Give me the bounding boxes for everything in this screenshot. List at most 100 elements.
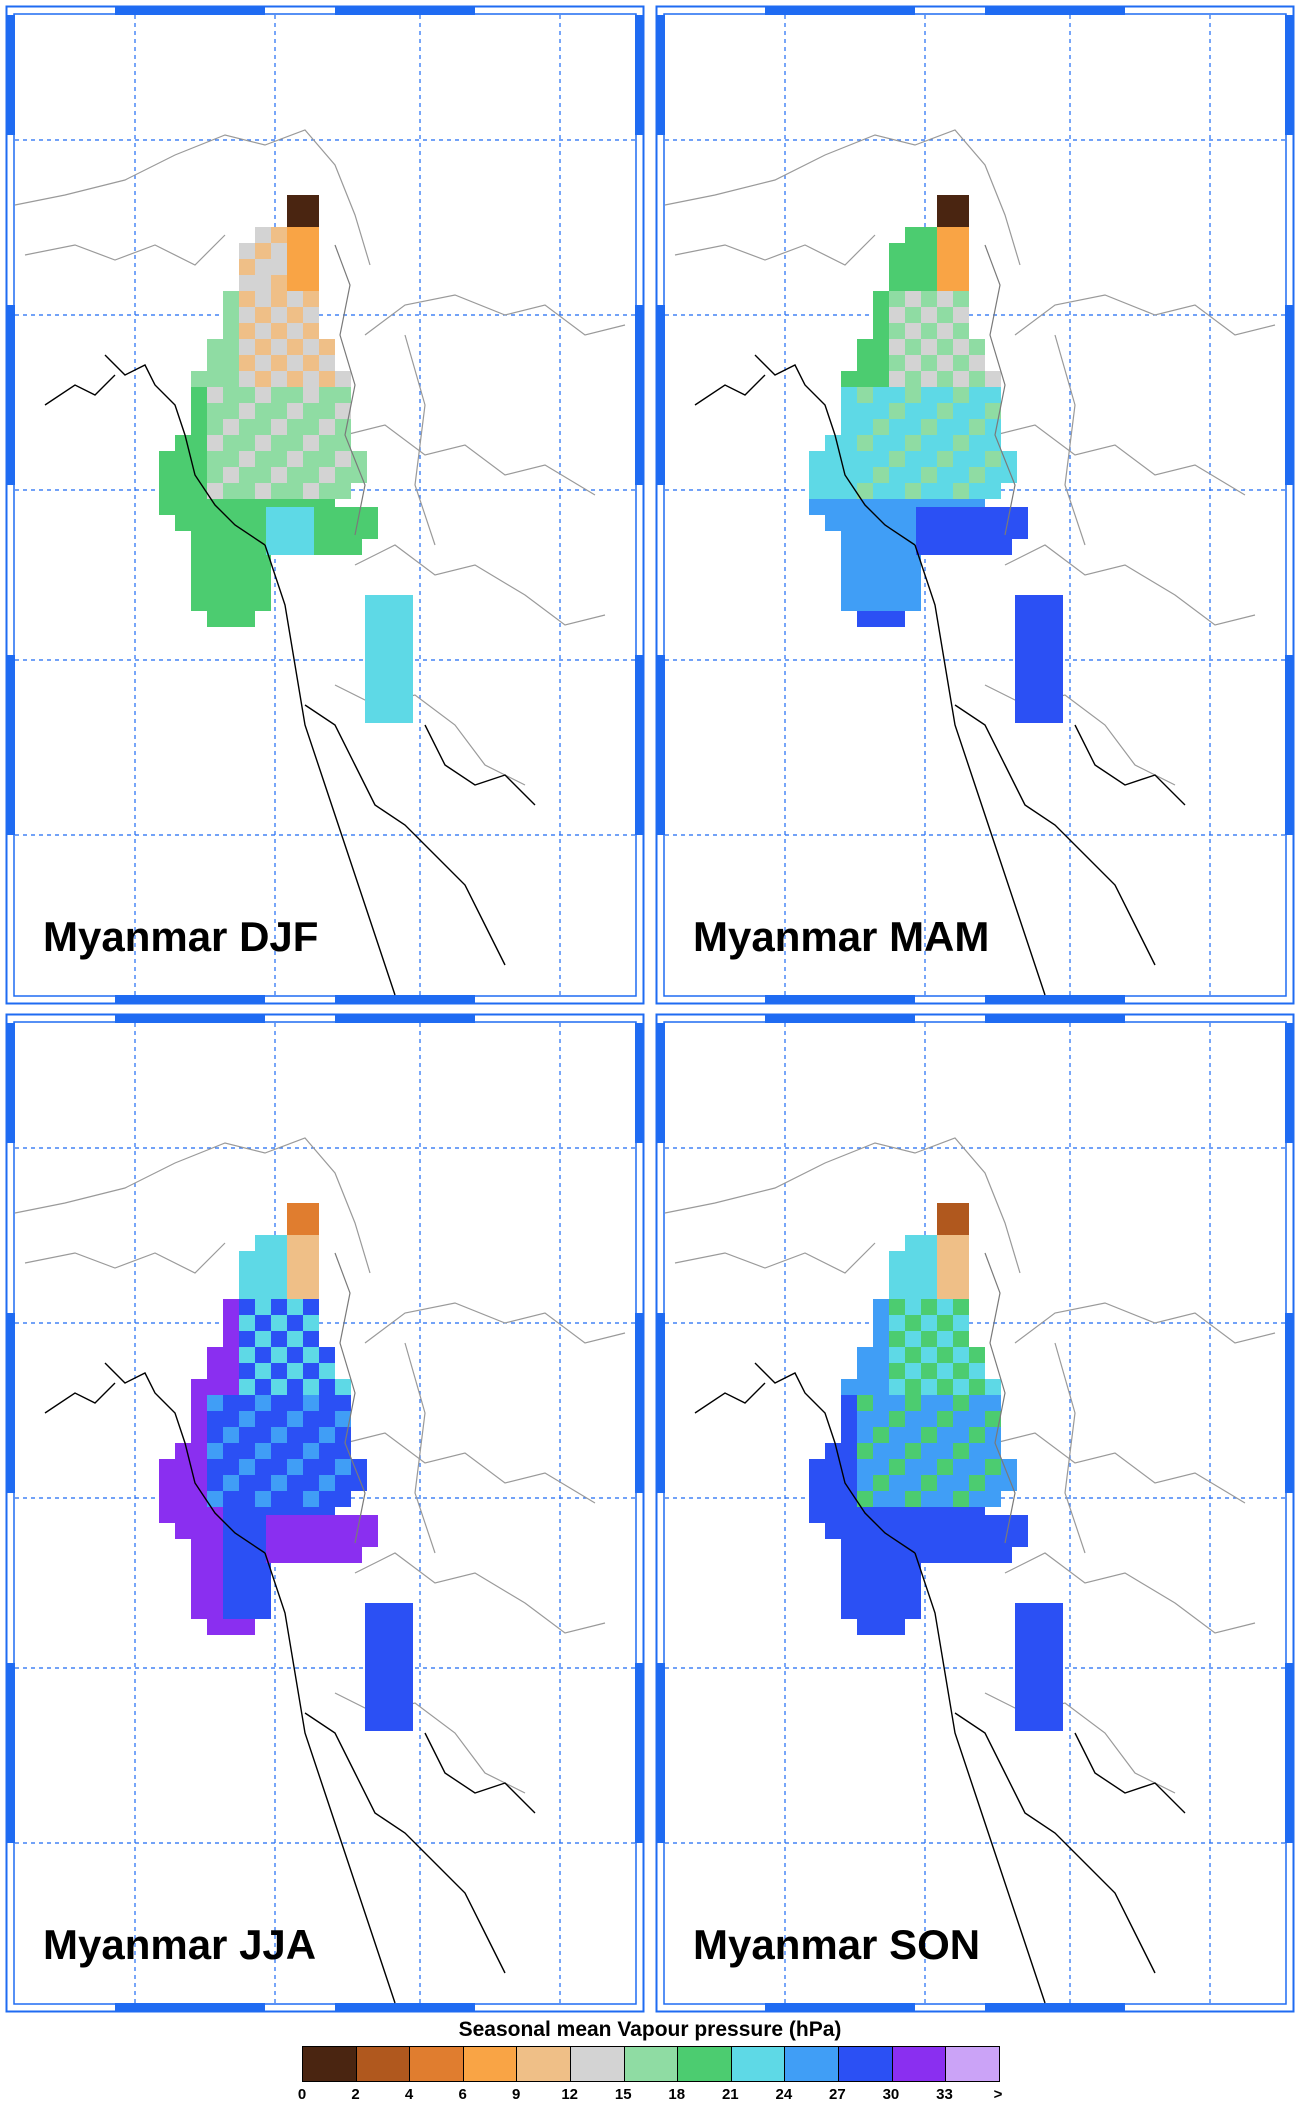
grid-cell [287, 1267, 303, 1283]
grid-cell [303, 451, 319, 467]
grid-cell [255, 579, 271, 595]
grid-cell [905, 1603, 921, 1619]
grid-cell [287, 1379, 303, 1395]
grid-cell [287, 291, 303, 307]
grid-cell [980, 1515, 996, 1531]
grid-cell [905, 1299, 921, 1315]
grid-cell [889, 515, 905, 531]
grid-cell [319, 403, 335, 419]
grid-cell [207, 419, 223, 435]
grid-cell [841, 467, 857, 483]
grid-cell [287, 1443, 303, 1459]
grid-cell [969, 1363, 985, 1379]
grid-cell [298, 523, 314, 539]
grid-cell [937, 1411, 953, 1427]
grid-cell [397, 611, 413, 627]
grid-cell [314, 523, 330, 539]
country-border [1014, 294, 1276, 336]
grid-cell [239, 355, 255, 371]
grid-cell [223, 371, 239, 387]
grid-cell [207, 1491, 223, 1507]
grid-cell [841, 531, 857, 547]
grid-cell [255, 1347, 271, 1363]
grid-cell [191, 1443, 207, 1459]
grid-cell [921, 1427, 937, 1443]
frame-tick-mark [1285, 655, 1294, 835]
grid-cell [303, 1411, 319, 1427]
grid-cell [889, 1555, 905, 1571]
grid-cell [223, 515, 239, 531]
grid-cell [985, 1491, 1001, 1507]
grid-cell [948, 539, 964, 555]
coastline [264, 1552, 396, 2004]
grid-cell [207, 387, 223, 403]
grid-cell [857, 1603, 873, 1619]
grid-cell [287, 307, 303, 323]
grid-cell [921, 403, 937, 419]
grid-cell [809, 451, 825, 467]
grid-cell [857, 1571, 873, 1587]
grid-cell [905, 1251, 921, 1267]
grid-cell [303, 275, 319, 291]
grid-cell [207, 355, 223, 371]
coastline [694, 374, 766, 406]
grid-cell [857, 547, 873, 563]
legend-title: Seasonal mean Vapour pressure (hPa) [458, 2018, 842, 2041]
grid-cell [857, 1539, 873, 1555]
grid-cell [319, 1459, 335, 1475]
grid-cell [319, 1379, 335, 1395]
grid-cell [303, 307, 319, 323]
grid-cell [175, 1443, 191, 1459]
grid-cell [921, 483, 937, 499]
grid-cell [953, 291, 969, 307]
grid-cell [207, 499, 223, 515]
coastline [304, 704, 506, 966]
legend-tick-label: 0 [297, 2086, 307, 2103]
grid-cell [953, 275, 969, 291]
grid-cell [825, 1475, 841, 1491]
grid-cell [223, 291, 239, 307]
grid-cell [298, 1531, 314, 1547]
grid-cell [873, 579, 889, 595]
grid-cell [953, 435, 969, 451]
grid-cell [857, 1411, 873, 1427]
grid-cell [969, 467, 985, 483]
grid-cell [953, 371, 969, 387]
grid-cell [207, 563, 223, 579]
grid-cell [1015, 627, 1031, 643]
grid-cell [397, 1667, 413, 1683]
grid-cell [271, 339, 287, 355]
frame-tick-mark [656, 1023, 665, 1143]
grid-cell [346, 1531, 362, 1547]
grid-cell [314, 507, 330, 523]
grid-cell [1031, 627, 1047, 643]
grid-cell [287, 259, 303, 275]
grid-cell [905, 1379, 921, 1395]
grid-cell [985, 1427, 1001, 1443]
grid-cell [365, 1715, 381, 1731]
grid-cell [271, 483, 287, 499]
map-mam [655, 5, 1295, 1005]
grid-cell [319, 451, 335, 467]
grid-cell [1001, 1459, 1017, 1475]
grid-cell [873, 323, 889, 339]
grid-cell [303, 1379, 319, 1395]
grid-cell [1047, 659, 1063, 675]
grid-cell [969, 371, 985, 387]
frame-tick-mark [335, 995, 475, 1004]
grid-cell [330, 1515, 346, 1531]
grid-cell [1015, 1699, 1031, 1715]
grid-cell [985, 1475, 1001, 1491]
grid-cell [937, 291, 953, 307]
grid-cell [905, 451, 921, 467]
grid-cell [841, 403, 857, 419]
grid-cell [271, 1299, 287, 1315]
grid-cell [980, 539, 996, 555]
grid-cell [841, 1555, 857, 1571]
grid-cell [207, 403, 223, 419]
grid-cell [282, 523, 298, 539]
grid-cell [953, 1235, 969, 1251]
panel-title-mam: Myanmar MAM [693, 913, 990, 960]
grid-cell [857, 339, 873, 355]
grid-cell [937, 1475, 953, 1491]
